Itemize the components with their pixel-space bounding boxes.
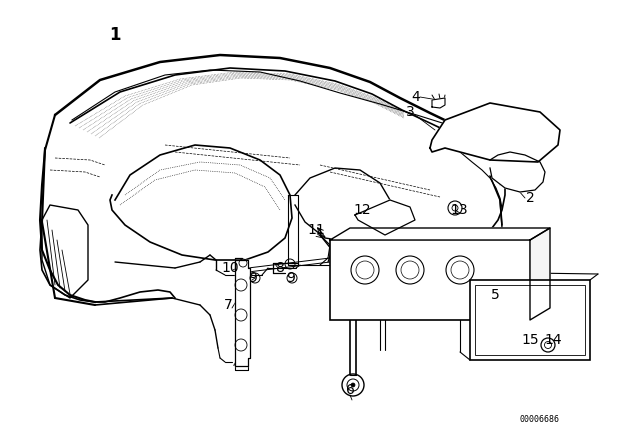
Text: 7: 7 xyxy=(223,298,232,312)
Text: 9: 9 xyxy=(248,271,257,285)
Polygon shape xyxy=(432,98,445,108)
Polygon shape xyxy=(490,152,545,192)
Text: 11: 11 xyxy=(307,223,325,237)
Polygon shape xyxy=(430,103,560,162)
Text: 2: 2 xyxy=(525,191,534,205)
Bar xyxy=(475,285,585,355)
Polygon shape xyxy=(110,145,292,260)
Polygon shape xyxy=(355,200,415,235)
Text: 9: 9 xyxy=(287,271,296,285)
Polygon shape xyxy=(295,168,390,242)
Text: 14: 14 xyxy=(544,333,562,347)
Polygon shape xyxy=(330,228,550,240)
Text: 5: 5 xyxy=(491,288,499,302)
Polygon shape xyxy=(288,195,298,265)
Bar xyxy=(330,240,530,320)
Text: 4: 4 xyxy=(412,90,420,104)
Polygon shape xyxy=(55,55,490,210)
Circle shape xyxy=(351,383,355,387)
Text: 00006686: 00006686 xyxy=(520,415,560,425)
Polygon shape xyxy=(235,260,250,366)
Text: 13: 13 xyxy=(450,203,468,217)
Text: 15: 15 xyxy=(521,333,539,347)
Text: 8: 8 xyxy=(276,261,284,275)
Text: 6: 6 xyxy=(346,383,355,397)
Text: 10: 10 xyxy=(221,261,239,275)
Bar xyxy=(470,280,590,360)
Text: 1: 1 xyxy=(109,26,121,44)
Polygon shape xyxy=(42,205,88,298)
Text: 3: 3 xyxy=(406,105,414,119)
Polygon shape xyxy=(530,228,550,320)
Text: 12: 12 xyxy=(353,203,371,217)
